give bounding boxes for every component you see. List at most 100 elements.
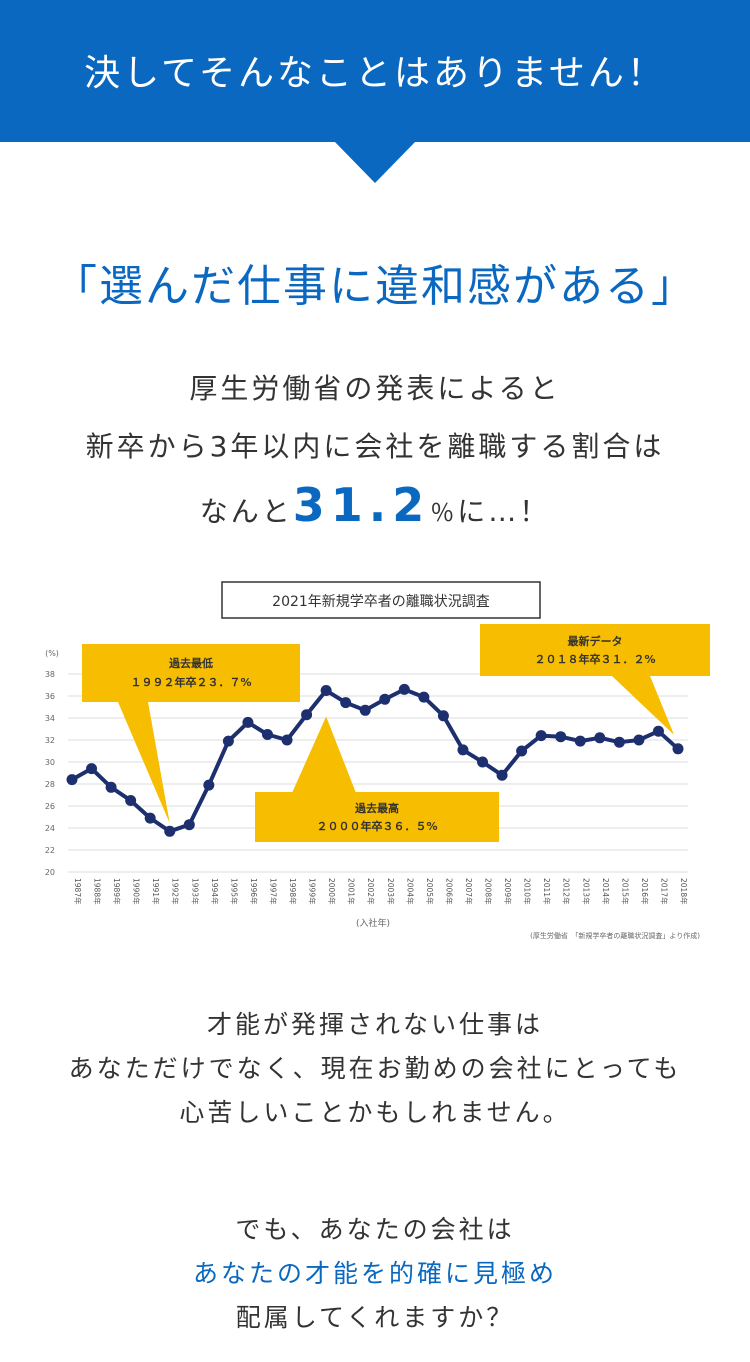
banner-down-arrow-icon [334, 141, 416, 183]
paragraph-question-highlight: あなたの才能を的確に見極め [192, 1259, 557, 1288]
y-tick-label: 28 [45, 780, 55, 789]
x-tick-label: 2005年 [425, 878, 435, 905]
paragraph-question: でも、あなたの会社は あなたの才能を的確に見極め 配属してくれますか？ [0, 1208, 750, 1340]
y-tick-label: 38 [45, 670, 55, 679]
x-tick-label: 2014年 [601, 878, 611, 905]
chart-title: 2021年新規学卒者の離職状況調査 [272, 593, 490, 610]
data-point [516, 745, 528, 757]
y-tick-label: 24 [45, 824, 55, 833]
callout-latest-box [480, 624, 710, 676]
callout-latest-title: 最新データ [568, 634, 623, 648]
x-tick-label: 2001年 [347, 878, 357, 905]
data-point [457, 744, 469, 756]
x-tick-label: 2015年 [620, 878, 630, 905]
callout-latest-text: ２０１８年卒３１．２% [534, 652, 655, 666]
paragraph-talent-line-3: 心苦しいことかもしれません。 [179, 1098, 571, 1127]
x-tick-label: 2018年 [679, 878, 689, 905]
paragraph-talent: 才能が発揮されない仕事は あなただけでなく、現在お勤めの会社にとっても 心苦しい… [0, 1003, 750, 1135]
x-tick-label: 1992年 [171, 878, 181, 905]
x-tick-label: 1994年 [210, 878, 220, 905]
paragraph-question-line-3: 配属してくれますか？ [235, 1303, 515, 1332]
x-tick-label: 2010年 [523, 878, 533, 905]
lead-suffix: に…！ [457, 495, 551, 528]
percent-sign: ％ [430, 499, 458, 527]
y-tick-label: 26 [45, 802, 55, 811]
banner-title: 決してそんなことはありません！ [84, 53, 666, 94]
x-tick-label: 2000年 [327, 878, 337, 905]
data-point [574, 735, 586, 747]
callout-low-title: 過去最低 [168, 656, 213, 670]
x-tick-label: 2003年 [386, 878, 396, 905]
y-tick-label: 34 [45, 714, 55, 723]
turnover-chart: 2021年新規学卒者の離職状況調査 (%) 20 22 24 26 28 30 32 34 36… [0, 580, 750, 960]
callout-high-title: 過去最高 [354, 801, 399, 815]
data-point [183, 819, 195, 831]
y-tick-label: 30 [45, 758, 55, 767]
headline-quote: 「選んだ仕事に違和感がある」 [53, 261, 697, 312]
x-tick-label: 2007年 [464, 878, 474, 905]
top-banner: 決してそんなことはありません！ [0, 0, 750, 142]
x-tick-label: 1995年 [229, 878, 239, 905]
data-point [359, 704, 371, 716]
x-tick-label: 1993年 [190, 878, 200, 905]
data-point [613, 736, 625, 748]
turnover-line-chart: 2021年新規学卒者の離職状況調査 (%) 20 22 24 26 28 30 32 34 36… [45, 581, 710, 940]
x-tick-label: 2016年 [640, 878, 650, 905]
y-tick-label: 20 [45, 868, 55, 877]
chart-title-box [221, 581, 541, 619]
data-point [66, 774, 78, 786]
y-tick-label: 36 [45, 692, 55, 701]
callout-low-box [82, 644, 300, 702]
data-point [203, 779, 215, 791]
x-tick-label: 2006年 [444, 878, 454, 905]
y-tick-label: 22 [45, 846, 55, 855]
data-point [594, 732, 606, 744]
callout-high-box [255, 792, 499, 842]
x-tick-label: 1996年 [249, 878, 259, 905]
callout-low-text: １９９２年卒２３．７% [130, 675, 251, 689]
data-point [437, 710, 449, 722]
x-tick-label: 1998年 [288, 878, 298, 905]
x-axis-label: (入社年) [356, 917, 390, 929]
callout-high-pointer [292, 716, 356, 793]
callout-high-text: ２０００年卒３６．５% [316, 819, 437, 833]
x-tick-label: 2008年 [484, 878, 494, 905]
x-tick-label: 1987年 [73, 878, 83, 905]
lead-line-2: 新卒から3年以内に会社を離職する割合は [85, 430, 665, 463]
paragraph-talent-line-2: あなただけでなく、現在お勤めの会社にとっても [68, 1054, 682, 1083]
chart-source-note: (厚生労働省 「新規学卒者の離職状況調査」より作成) [530, 931, 700, 940]
lead-line-1: 厚生労働省の発表によると [189, 372, 561, 405]
data-point [535, 730, 547, 742]
x-tick-label: 1999年 [308, 878, 318, 905]
x-tick-label: 2004年 [405, 878, 415, 905]
x-tick-label: 2011年 [542, 878, 552, 905]
data-point [320, 685, 332, 696]
data-point [418, 691, 430, 703]
x-tick-label: 1989年 [112, 878, 122, 905]
data-point [398, 683, 410, 695]
data-point [261, 729, 273, 740]
x-tick-label: 2009年 [503, 878, 513, 905]
x-tick-label: 2013年 [581, 878, 591, 905]
data-point [652, 725, 664, 737]
data-point [281, 734, 293, 746]
data-point [125, 795, 137, 806]
lead-prefix: なんと [199, 495, 293, 528]
data-point [379, 693, 391, 705]
data-point [340, 697, 352, 709]
data-point [242, 716, 254, 728]
x-tick-label: 2017年 [659, 878, 669, 905]
x-tick-label: 2002年 [366, 878, 376, 905]
data-point [222, 735, 234, 747]
data-point [496, 769, 508, 781]
data-point [555, 731, 567, 743]
data-point [144, 812, 156, 824]
data-point [477, 756, 489, 768]
data-point [633, 734, 645, 746]
lead-text: 厚生労働省の発表によると 新卒から3年以内に会社を離職する割合は なんと31.2… [0, 360, 750, 542]
x-tick-label: 1991年 [151, 878, 161, 905]
y-axis-unit: (%) [45, 649, 59, 658]
x-tick-label: 1990年 [132, 878, 142, 905]
data-point [164, 825, 176, 837]
data-point [86, 763, 98, 775]
